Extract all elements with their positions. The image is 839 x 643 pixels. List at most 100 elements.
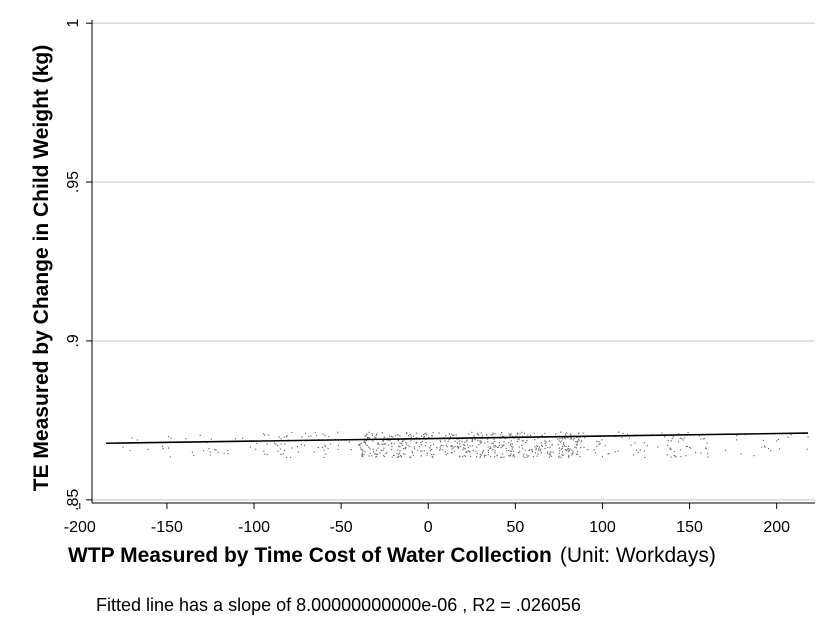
scatter-point [456,442,458,444]
scatter-point [168,447,170,449]
scatter-point [471,431,473,433]
scatter-point [531,451,533,453]
scatter-point [359,443,361,445]
scatter-point [420,455,422,457]
scatter-point [457,447,460,449]
scatter-point [496,455,498,457]
scatter-point [559,438,561,440]
scatter-point [456,445,458,448]
scatter-point [679,437,682,439]
scatter-point [500,433,502,436]
scatter-point [368,437,370,439]
scatter-point [549,452,551,454]
scatter-point [379,452,381,454]
scatter-point [399,442,401,444]
fitted-line-group [105,432,809,445]
scatter-point [601,439,603,441]
scatter-point [522,455,524,457]
scatter-point [432,432,434,434]
scatter-point [377,442,379,444]
scatter-point [227,450,229,452]
scatter-point [459,445,462,447]
scatter-point [681,438,683,440]
scatter-point [305,432,307,434]
scatter-point [479,440,481,442]
scatter-point [495,446,497,448]
scatter-point [361,455,363,457]
scatter-point [584,437,586,439]
scatter-point [531,449,533,451]
scatter-point [535,448,537,450]
scatter-point [304,444,306,446]
scatter-point [618,431,620,433]
scatter-point [512,450,514,452]
scatter-point [382,449,384,451]
scatter-point [445,435,447,437]
scatter-point [806,448,808,450]
scatter-point [291,447,293,449]
scatter-point [677,441,679,443]
scatter-point [424,445,426,447]
scatter-point [391,456,393,458]
scatter-point [674,455,676,457]
scatter-point [494,433,496,435]
scatter-point [593,449,595,451]
scatter-point [575,436,578,438]
scatter-point [363,454,365,456]
scatter-point [575,441,577,443]
scatter-point [564,433,566,435]
scatter-point [376,433,378,435]
scatter-point [398,453,400,455]
scatter-point [383,447,385,449]
scatter-point [770,450,772,452]
scatter-point [558,456,560,458]
scatter-point [669,447,671,449]
scatter-point [421,450,423,452]
scatter-point [328,435,330,438]
scatter-point [136,439,139,441]
scatter-point [492,449,494,451]
scatter-point [546,451,549,453]
scatter-point [413,446,415,448]
scatter-point [614,451,616,453]
y-axis-title: TE Measured by Change in Child Weight (k… [30,45,53,491]
scatter-point [568,456,570,458]
scatter-point [445,454,447,456]
scatter-point [568,449,570,451]
scatter-point [564,449,566,451]
scatter-point [462,447,465,449]
scatter-point [147,448,149,450]
scatter-point [522,440,524,442]
scatter-point [199,434,201,436]
scatter-point [678,433,680,435]
scatter-point [472,450,474,452]
scatter-point [397,439,399,441]
scatter-point [596,445,598,447]
scatter-point [263,450,265,452]
scatter-point [430,453,433,456]
scatter-point [513,454,515,456]
scatter-point [517,451,520,454]
scatter-point [762,439,765,442]
scatter-point [541,445,543,447]
scatter-point [736,439,738,441]
scatter-point [685,445,687,448]
scatter-point [396,452,398,455]
scatter-point [517,438,519,440]
scatter-point [601,456,603,458]
scatter-point [396,456,398,458]
scatter-point [290,456,292,458]
scatter-point [366,437,368,439]
scatter-point [431,435,433,437]
scatter-point [666,454,668,456]
scatter-point [461,440,463,443]
scatter-point [483,456,486,458]
scatter-point [330,443,332,445]
scatter-point [410,435,412,437]
scatter-points [122,431,809,459]
scatter-point [468,433,470,435]
scatter-point [518,446,520,448]
scatter-point [416,437,418,439]
scatter-point [411,451,413,453]
scatter-point [264,434,266,436]
